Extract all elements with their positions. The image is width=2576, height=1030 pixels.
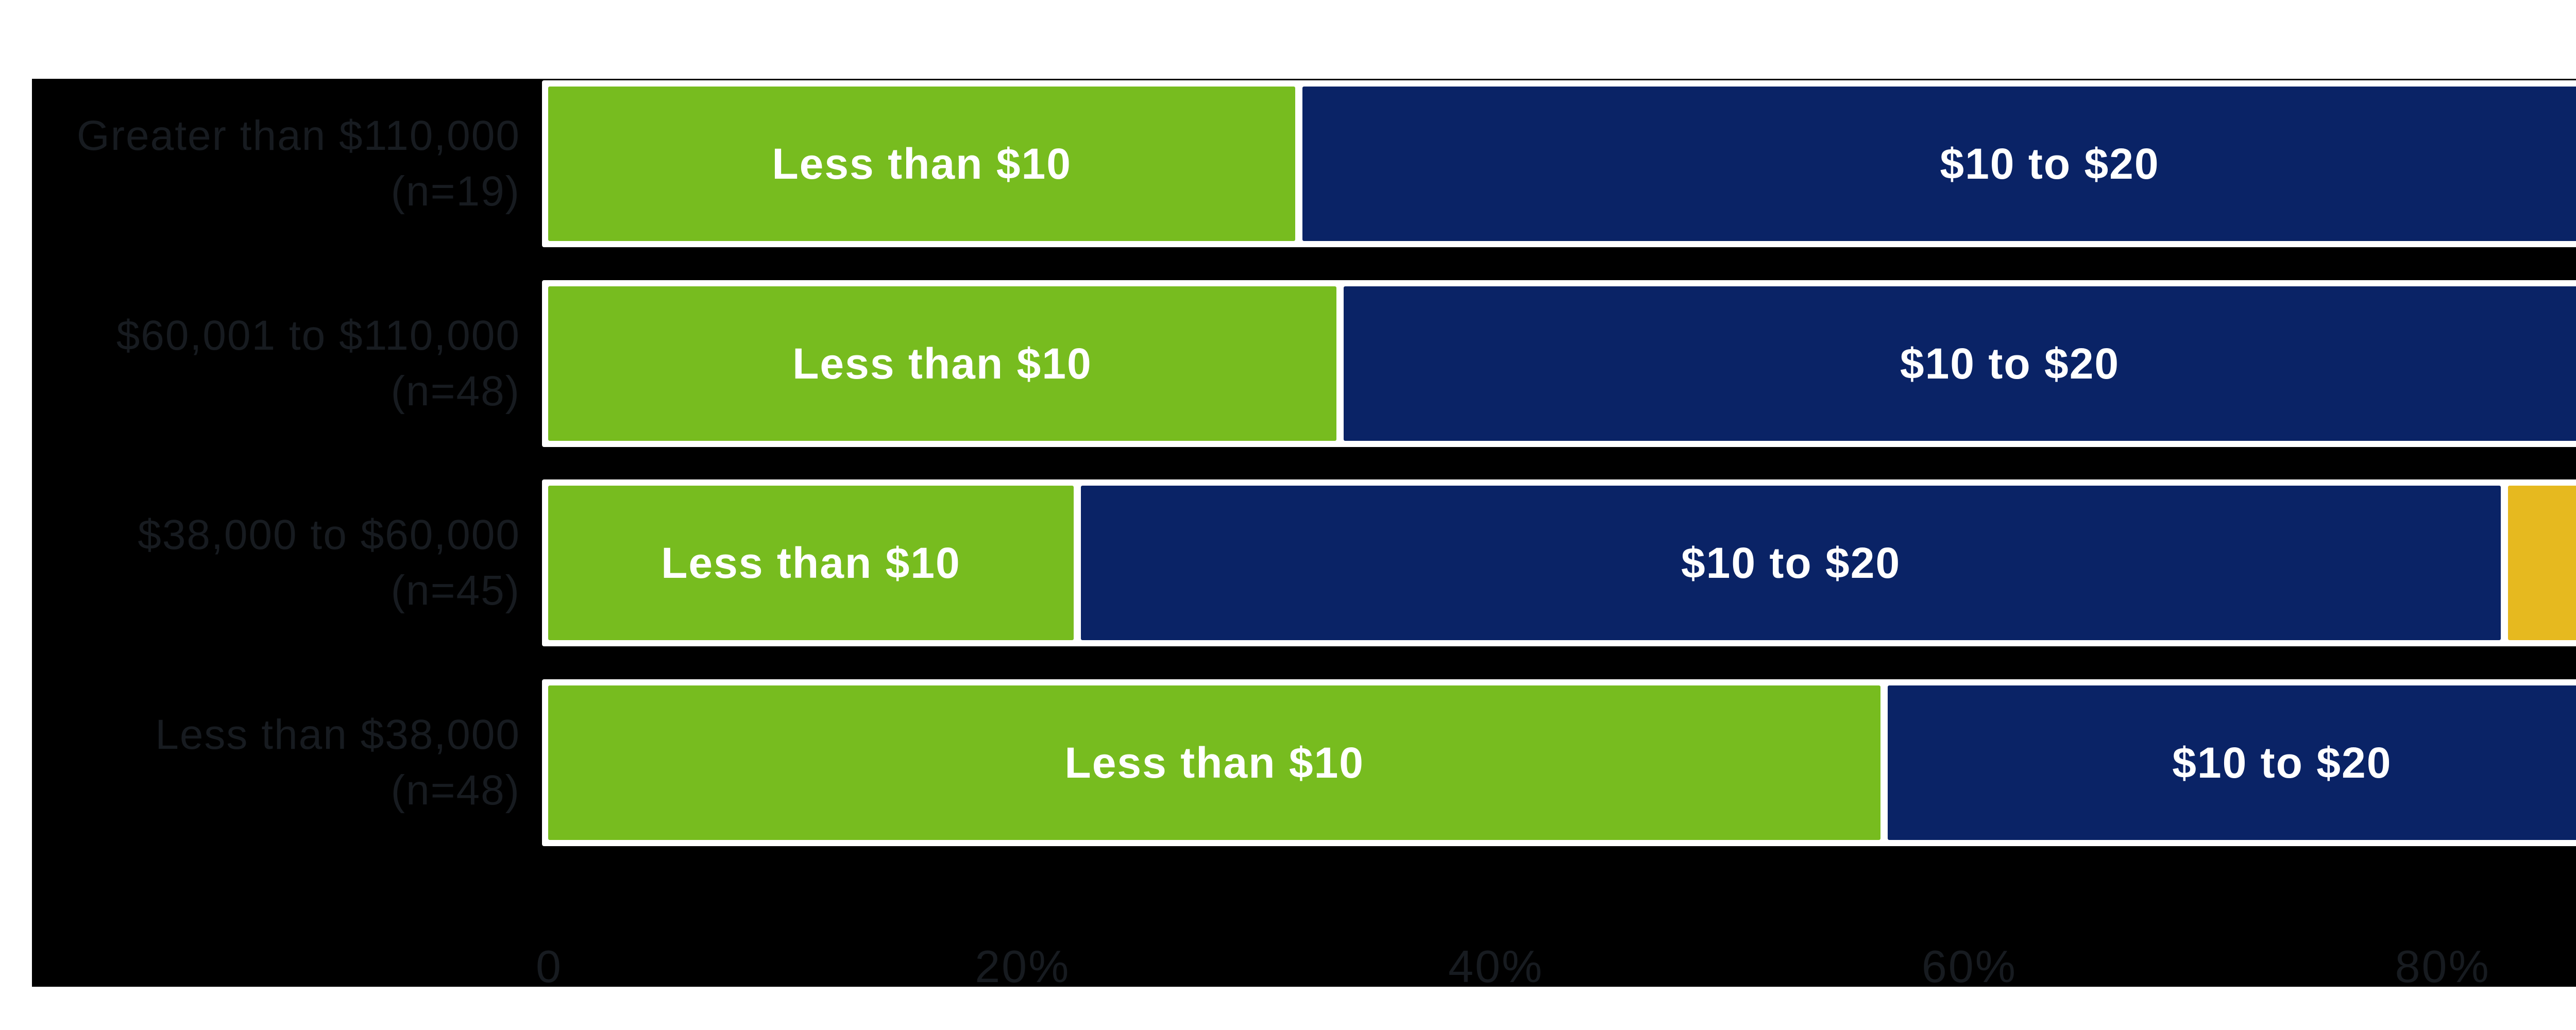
bar-segment-less-than-10: Less than $10 [548, 685, 1881, 840]
category-label-greater-than-110000: Greater than $110,000 (n=19) [0, 80, 520, 247]
bar-segment-10-to-20: $10 to $20 [1343, 286, 2576, 441]
bar-segment-label: $10 to $20 [2172, 738, 2392, 787]
x-axis-tick-0: 0 [536, 941, 563, 992]
category-label-n: (n=48) [391, 368, 520, 415]
category-label-line1: Less than $38,000 [155, 711, 520, 758]
category-label-line1: $38,000 to $60,000 [138, 511, 520, 558]
category-label-n: (n=48) [391, 767, 520, 814]
category-label-n: (n=19) [391, 168, 520, 215]
bar-segment-label: $10 to $20 [1681, 538, 1901, 587]
bar-segment-label: Less than $10 [1064, 738, 1365, 787]
category-label-line1: $60,001 to $110,000 [116, 312, 520, 359]
category-label-38000-to-60000: $38,000 to $60,000 (n=45) [0, 479, 520, 646]
bar-row-greater-than-110000: Less than $10 $10 to $20 [542, 80, 2576, 247]
category-label-n: (n=45) [391, 567, 520, 614]
x-axis-tick-80: 80% [2395, 941, 2490, 992]
x-axis-tick-20: 20% [975, 941, 1071, 992]
bar-row-60001-to-110000: Less than $10 $10 to $20 [542, 280, 2576, 447]
bar-segment-10-to-20: $10 to $20 [1080, 486, 2501, 640]
category-label-60001-to-110000: $60,001 to $110,000 (n=48) [0, 280, 520, 447]
bar-row-less-than-38000: Less than $10 $10 to $20 [542, 679, 2576, 846]
bar-segment-less-than-10: Less than $10 [548, 87, 1296, 241]
x-axis-tick-60: 60% [1921, 941, 2017, 992]
bar-segment-10-to-20: $10 to $20 [1302, 87, 2576, 241]
category-label-line1: Greater than $110,000 [76, 112, 520, 159]
bar-segment-less-than-10: Less than $10 [548, 286, 1336, 441]
x-axis-tick-40: 40% [1448, 941, 1544, 992]
bar-segment-label: Less than $10 [792, 339, 1092, 388]
bar-segment-label: $10 to $20 [1940, 139, 2160, 188]
bar-row-38000-to-60000: Less than $10 $10 to $20 [542, 479, 2576, 646]
bar-segment-label: Less than $10 [772, 139, 1072, 188]
category-label-less-than-38000: Less than $38,000 (n=48) [0, 679, 520, 846]
bar-segment-less-than-10: Less than $10 [548, 486, 1074, 640]
bar-segment-label: Less than $10 [661, 538, 961, 587]
bar-segment-10-to-20: $10 to $20 [1888, 685, 2576, 840]
bar-segment-unlabeled [2508, 486, 2576, 640]
bar-segment-label: $10 to $20 [1900, 339, 2120, 388]
x-axis: 0 20% 40% 60% 80% 100% [536, 940, 2576, 997]
